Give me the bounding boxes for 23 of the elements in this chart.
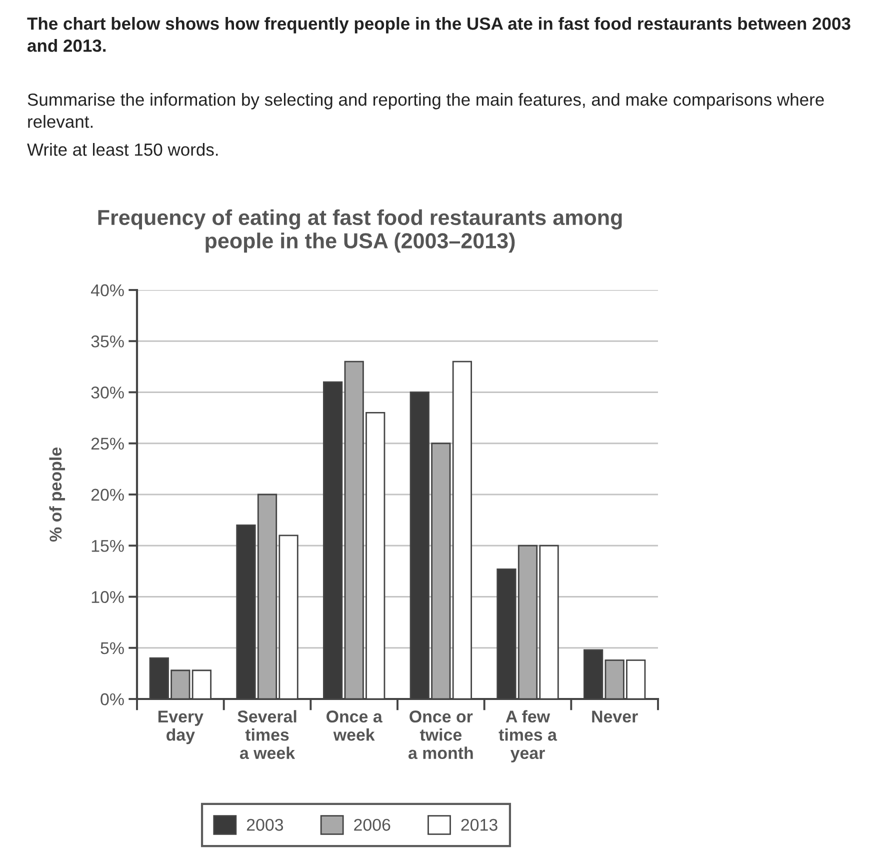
legend-label: 2013 — [461, 818, 498, 831]
y-tick-label: 15% — [92, 540, 124, 552]
y-tick-label: 25% — [91, 438, 124, 450]
chart-title: Frequency of eating at fast food restaurants among people in the USA (2003–2013) — [98, 209, 622, 253]
x-tick-label: Once or twice a month — [408, 710, 473, 760]
y-tick-label: 20% — [91, 488, 124, 501]
y-axis-title: % of people — [49, 448, 65, 542]
x-tick-label: Once a week — [326, 710, 382, 741]
text: Summarise the information by selecting and reporting the main features, and make comparisons where relevant. — [28, 93, 824, 128]
y-tick-label: 0% — [100, 693, 124, 706]
text: The chart below shows how frequently people in the USA ate in fast food restaurants between 2003 and 2013. — [27, 17, 850, 52]
y-tick-label: 35% — [91, 335, 124, 348]
legend-label: 2003 — [246, 818, 284, 831]
text: Write at least 150 words. — [27, 143, 218, 156]
x-tick-label: Several times a week — [238, 710, 296, 760]
y-tick-label: 5% — [100, 642, 124, 654]
y-tick-label: 10% — [92, 591, 124, 604]
x-tick-label: Every day — [158, 710, 204, 744]
y-tick-label: 40% — [90, 284, 124, 296]
x-tick-label: Never — [592, 710, 638, 723]
x-tick-label: A few times a year — [498, 710, 558, 762]
y-tick-label: 30% — [91, 386, 124, 399]
legend-label: 2006 — [354, 818, 390, 831]
